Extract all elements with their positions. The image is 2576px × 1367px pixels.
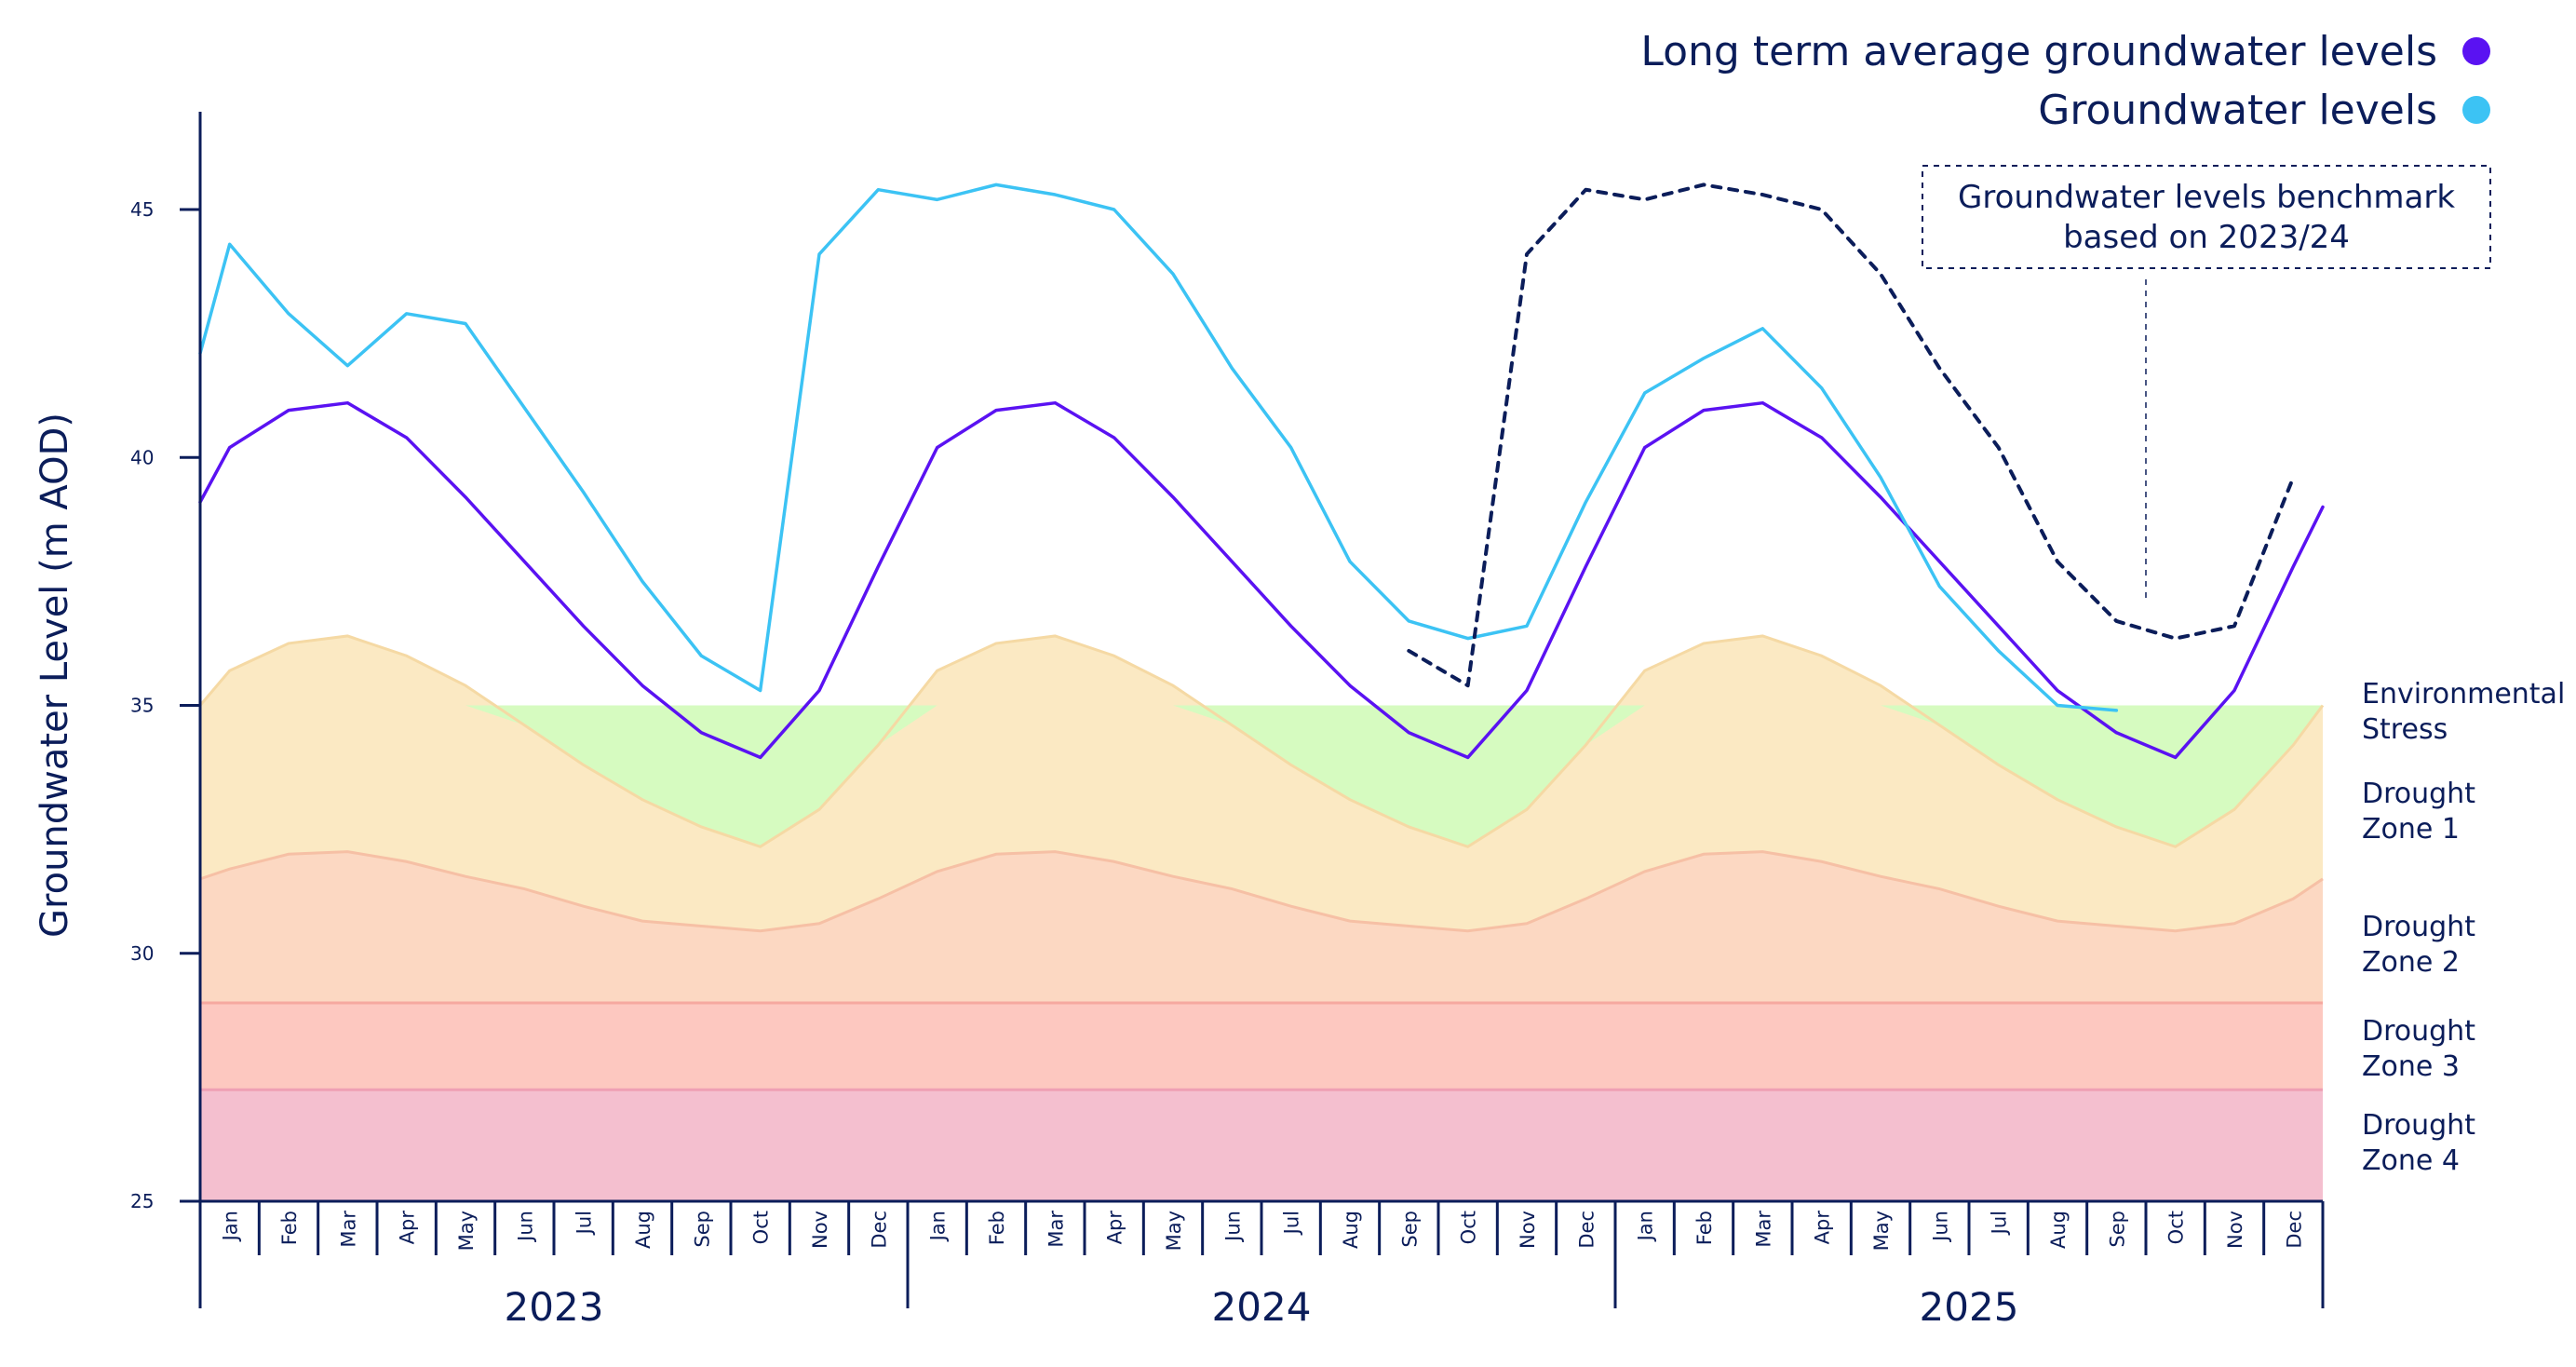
legend-label-2: Groundwater levels bbox=[2038, 87, 2437, 134]
zone-label-drought-3: Drought bbox=[2362, 1015, 2475, 1048]
x-month-label: Sep bbox=[691, 1211, 713, 1248]
x-year-label: 2025 bbox=[1920, 1284, 2019, 1330]
zone-drought-3-area bbox=[200, 1003, 2323, 1090]
x-month-label: Nov bbox=[809, 1211, 831, 1249]
x-month-label: Dec bbox=[868, 1211, 890, 1249]
x-month-label: Jul bbox=[1281, 1211, 1303, 1236]
x-month-label: May bbox=[1163, 1211, 1185, 1251]
x-month-label: Apr bbox=[1104, 1211, 1126, 1245]
y-tick-label: 40 bbox=[130, 446, 154, 468]
zone-label-drought-2: Drought bbox=[2362, 911, 2475, 943]
x-month-label: Dec bbox=[1575, 1211, 1598, 1249]
x-month-label: Apr bbox=[397, 1211, 419, 1245]
x-month-label: Aug bbox=[1340, 1211, 1362, 1249]
x-month-label: Sep bbox=[1398, 1211, 1421, 1248]
zone-2-boundary bbox=[199, 850, 2324, 933]
legend: Long term average groundwater levels Grou… bbox=[1640, 28, 2490, 134]
x-month-label: May bbox=[1870, 1211, 1893, 1251]
x-year-label: 2023 bbox=[505, 1284, 604, 1330]
zone-label-drought-4: Zone 4 bbox=[2362, 1144, 2460, 1177]
zone-label-environmental-stress: Environmental bbox=[2362, 678, 2565, 711]
y-tick-label: 45 bbox=[130, 198, 154, 221]
y-tick-label: 25 bbox=[130, 1190, 154, 1212]
x-month-label: Mar bbox=[337, 1211, 359, 1248]
x-month-label: Aug bbox=[2047, 1211, 2070, 1249]
x-month-label: Jun bbox=[1929, 1211, 1951, 1243]
x-month-label: Oct bbox=[1458, 1211, 1480, 1244]
x-month-label: Jan bbox=[927, 1211, 950, 1242]
x-month-label: Oct bbox=[2165, 1211, 2188, 1244]
zone-label-drought-2: Zone 2 bbox=[2362, 946, 2460, 979]
zone-label-drought-1: Drought bbox=[2362, 778, 2475, 810]
zone-label-environmental-stress: Stress bbox=[2362, 713, 2448, 746]
x-month-label: Mar bbox=[1045, 1211, 1067, 1248]
zone-environmental-stress-area bbox=[200, 705, 2323, 847]
zone-1-boundary bbox=[198, 634, 2325, 848]
x-month-label: Apr bbox=[1812, 1211, 1834, 1245]
legend-dot-2 bbox=[2462, 96, 2490, 124]
y-axis-label: Groundwater Level (m AOD) bbox=[34, 413, 76, 938]
x-month-label: Mar bbox=[1752, 1211, 1774, 1248]
drought-zones bbox=[198, 634, 2325, 1201]
series-line-2 bbox=[198, 183, 2119, 712]
x-month-label: Aug bbox=[632, 1211, 654, 1249]
zone-drought-4-area bbox=[200, 1090, 2323, 1201]
series-lines bbox=[198, 183, 2325, 760]
x-year-label: 2024 bbox=[1212, 1284, 1312, 1330]
legend-dot-1 bbox=[2462, 37, 2490, 65]
y-tick-label: 30 bbox=[130, 942, 154, 965]
annotation-box bbox=[1922, 165, 2491, 269]
legend-label-1: Long term average groundwater levels bbox=[1640, 28, 2437, 75]
x-month-label: Nov bbox=[1517, 1211, 1539, 1249]
series-line-1 bbox=[198, 400, 2325, 760]
x-month-label: Nov bbox=[2224, 1211, 2246, 1249]
x-month-label: Oct bbox=[750, 1211, 773, 1244]
zone-label-drought-3: Zone 3 bbox=[2362, 1050, 2460, 1083]
x-month-label: Feb bbox=[1693, 1211, 1716, 1245]
x-month-label: Jun bbox=[1221, 1211, 1244, 1243]
x-month-label: Jul bbox=[573, 1211, 596, 1236]
x-month-label: Jan bbox=[220, 1211, 242, 1242]
x-month-label: Dec bbox=[2283, 1211, 2305, 1249]
zone-label-drought-1: Zone 1 bbox=[2362, 813, 2460, 846]
y-tick-label: 35 bbox=[130, 695, 154, 717]
x-month-label: Jun bbox=[514, 1211, 536, 1243]
x-month-label: May bbox=[455, 1211, 478, 1251]
zone-drought-1-area bbox=[200, 635, 2323, 931]
annotation-text: based on 2023/24 bbox=[2063, 219, 2350, 256]
x-month-label: Feb bbox=[278, 1211, 301, 1245]
x-month-label: Sep bbox=[2106, 1211, 2128, 1248]
annotation-text: Groundwater levels benchmark bbox=[1958, 179, 2455, 216]
x-month-label: Feb bbox=[986, 1211, 1008, 1245]
axes: 25 30 35 40 45 Groundwater Level (m AOD) Jan Fe… bbox=[34, 112, 2325, 1330]
zone-label-drought-4: Drought bbox=[2362, 1109, 2475, 1142]
x-month-label: Jan bbox=[1635, 1211, 1657, 1242]
zone-drought-2-area bbox=[200, 851, 2323, 1003]
x-month-label: Jul bbox=[1989, 1211, 2011, 1236]
series-line-3 bbox=[1407, 183, 2296, 688]
